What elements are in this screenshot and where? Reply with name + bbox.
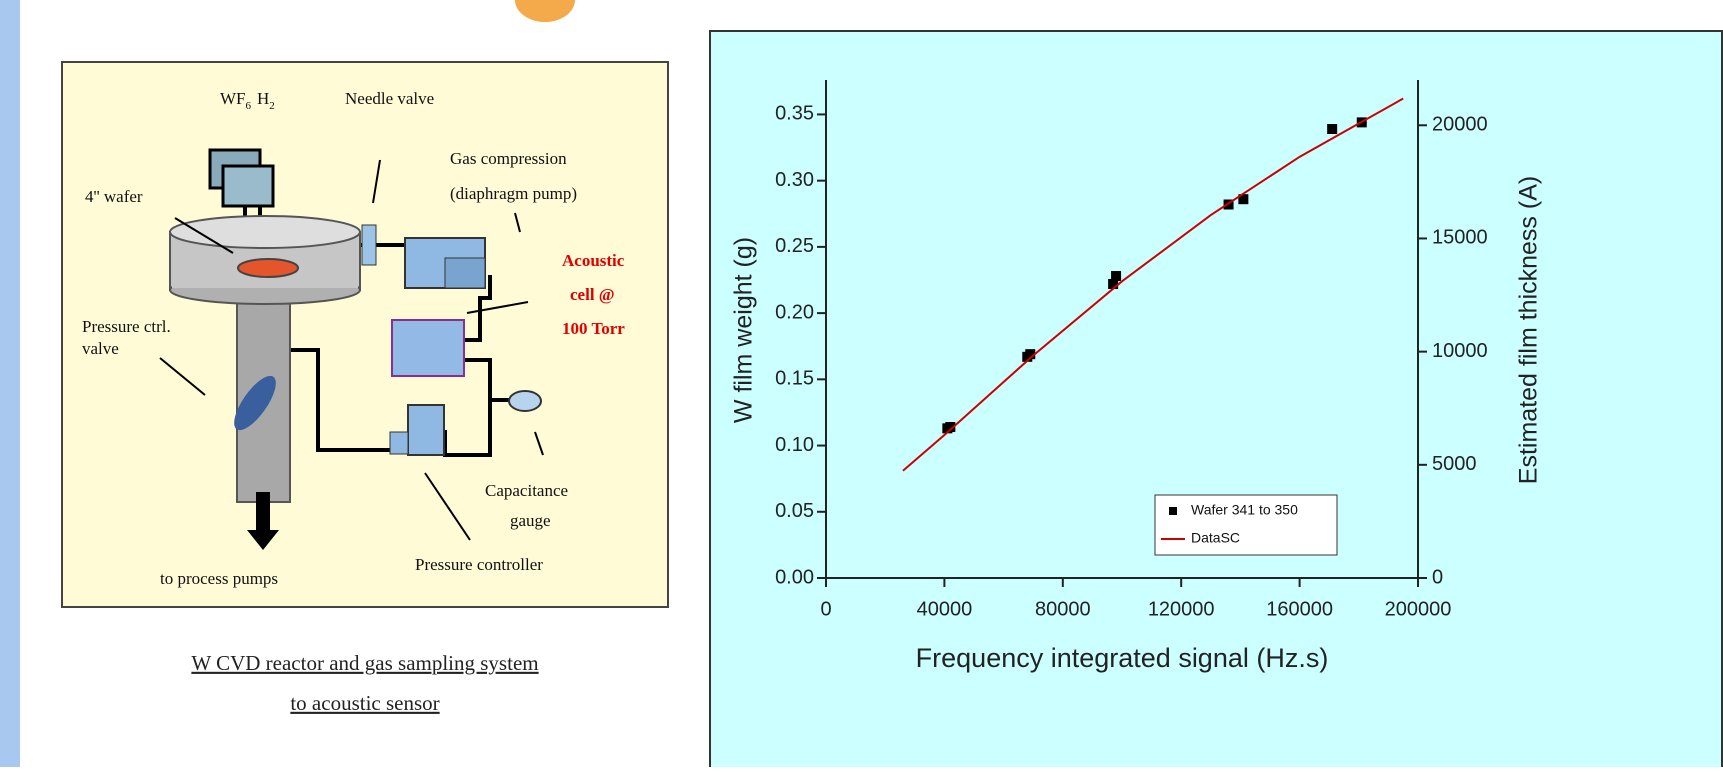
data-line — [902, 97, 1404, 472]
x-tick-label: 160000 — [1266, 598, 1333, 620]
label: cell @ — [570, 285, 615, 304]
label: (diaphragm pump) — [450, 184, 577, 203]
x-axis-label: Frequency integrated signal (Hz.s) — [916, 643, 1329, 673]
label: 4'' wafer — [85, 187, 143, 206]
y-tick-label: 0.00 — [775, 566, 814, 588]
y2-tick-label: 20000 — [1432, 114, 1488, 136]
y-tick-label: 0.35 — [775, 103, 814, 125]
legend-label: DataSC — [1191, 530, 1240, 546]
y-tick-label: 0.10 — [775, 434, 814, 456]
label: H — [257, 89, 269, 108]
pressure-controller-part — [389, 431, 409, 455]
label: 2 — [269, 100, 275, 112]
y-tick-label: 0.05 — [775, 500, 814, 522]
data-point — [1111, 271, 1122, 282]
label: 100 Torr — [562, 319, 625, 338]
x-tick-label: 0 — [820, 598, 831, 620]
caption: to acoustic sensor — [290, 691, 439, 715]
label: valve — [82, 339, 119, 358]
data-point — [1025, 349, 1036, 360]
data-point — [1327, 124, 1338, 135]
precursor-label: WF6 H2 — [220, 89, 275, 112]
y-tick-label: 0.15 — [775, 368, 814, 390]
label: Capacitance — [485, 481, 568, 500]
callouts — [159, 159, 544, 541]
label: to process pumps — [160, 569, 278, 588]
y2-tick-label: 0 — [1432, 566, 1443, 588]
label: Gas compression — [450, 149, 567, 168]
acoustic-cell — [391, 319, 465, 377]
label: 6 — [246, 100, 252, 112]
chamber-top — [169, 215, 361, 249]
diagram-frame — [61, 61, 669, 608]
side-strip — [0, 0, 20, 767]
data-point — [945, 422, 956, 433]
label: Needle valve — [345, 89, 434, 108]
x-tick-label: 80000 — [1035, 598, 1091, 620]
throttle-valve — [234, 375, 276, 431]
legend-symbol — [1169, 507, 1177, 515]
y-tick-label: 0.20 — [775, 301, 814, 323]
x-tick-label: 40000 — [917, 598, 973, 620]
wafer — [237, 258, 299, 278]
y2-tick-label: 5000 — [1432, 453, 1477, 475]
chart-panel — [709, 30, 1723, 772]
needle-valve — [361, 224, 377, 266]
legend-label: Wafer 341 to 350 — [1191, 502, 1298, 518]
x-tick-label: 120000 — [1148, 598, 1215, 620]
y-axis-label: W film weight (g) — [730, 237, 758, 423]
legend-box — [1154, 494, 1338, 556]
y2-tick-label: 15000 — [1432, 227, 1488, 249]
pump-part — [444, 257, 486, 289]
data-point — [1238, 194, 1249, 205]
pressure-controller — [407, 404, 445, 456]
label: WF — [220, 89, 246, 108]
gas-box — [221, 164, 275, 208]
diagram: WF6 H2 Needle valve 4'' wafer Gas compres… — [61, 61, 669, 715]
label: gauge — [510, 511, 551, 530]
exhaust-arrow — [247, 492, 279, 550]
data-point — [1108, 278, 1119, 289]
caption: W CVD reactor and gas sampling system — [191, 651, 538, 675]
capacitance-gauge — [508, 390, 542, 412]
y2-tick-label: 10000 — [1432, 340, 1488, 362]
y2-axis-label: Estimated film thickness (A) — [1515, 176, 1543, 484]
y-tick-label: 0.30 — [775, 169, 814, 191]
label: Pressure ctrl. — [82, 317, 171, 336]
y-tick-label: 0.25 — [775, 235, 814, 257]
ornament — [515, 0, 575, 22]
x-tick-label: 200000 — [1385, 598, 1452, 620]
label: Acoustic — [562, 251, 625, 270]
label: Pressure controller — [415, 555, 543, 574]
